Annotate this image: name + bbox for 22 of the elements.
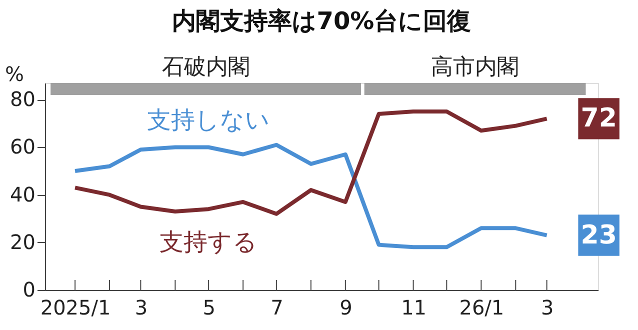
chart-title: 内閣支持率は70%台に回復 bbox=[172, 7, 472, 35]
y-axis-title: % bbox=[5, 62, 24, 86]
y-tick-label: 20 bbox=[10, 230, 36, 254]
band-label: 石破内閣 bbox=[162, 55, 250, 80]
x-tick-label: 5 bbox=[202, 296, 216, 320]
x-tick-label: 3 bbox=[134, 296, 148, 320]
series-label: 支持する bbox=[160, 228, 258, 256]
band-label: 高市内閣 bbox=[431, 55, 520, 80]
x-tick-label: 2025/1 bbox=[40, 296, 111, 320]
x-tick-label: 11 bbox=[401, 296, 427, 320]
x-tick-label: 26/1 bbox=[459, 296, 504, 320]
y-tick-label: 80 bbox=[10, 87, 36, 112]
series-label: 支持しない bbox=[147, 106, 270, 134]
y-tick-label: 40 bbox=[10, 182, 36, 206]
data-label: 23 bbox=[580, 220, 617, 250]
y-tick-label: 0 bbox=[22, 278, 36, 302]
data-label: 72 bbox=[580, 104, 617, 134]
x-tick-label: 9 bbox=[340, 296, 352, 320]
x-tick-label: 3 bbox=[540, 296, 554, 320]
line-series bbox=[73, 110, 549, 216]
x-tick-label: 7 bbox=[270, 296, 284, 320]
y-tick-label: 60 bbox=[10, 134, 36, 159]
